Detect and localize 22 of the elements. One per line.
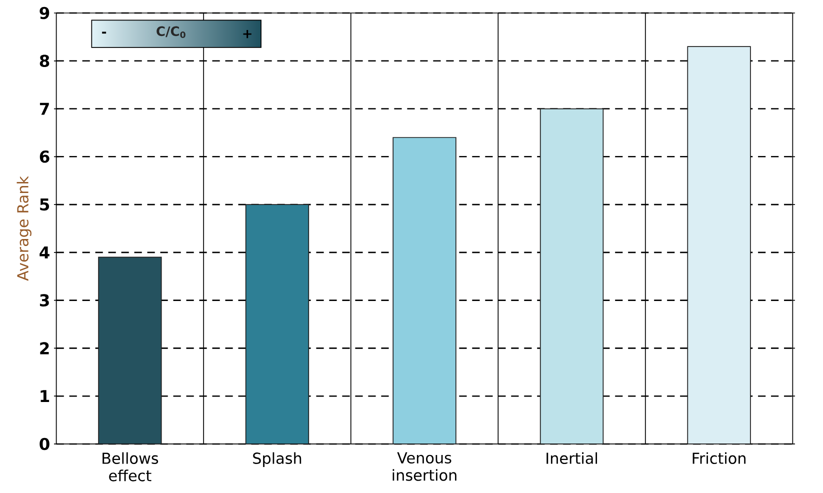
bar [687,46,751,444]
y-tick-label: 1 [40,390,50,402]
bar [392,137,456,444]
y-tick-label: 7 [40,102,49,115]
y-axis-title: Average Rank [16,176,32,281]
y-tick-label: 6 [40,150,50,163]
y-tick-label: 8 [40,54,50,68]
x-tick-label: Friction [692,452,746,464]
y-tick-label: 0 [40,438,50,450]
x-tick-label: Splash [253,452,302,468]
x-tick-label: Venous insertion [392,452,456,482]
x-tick-label: Bellows effect [102,452,158,482]
x-tick-label: Inertial [546,452,597,464]
annotation: - [102,32,106,34]
y-tick-label: 2 [40,342,49,354]
annotation: + [243,30,252,38]
y-tick-label: 5 [40,198,50,211]
y-tick-label: 4 [40,246,50,258]
y-tick-label: 9 [40,7,50,20]
annotation: C/C$_{0}$ [156,26,186,38]
y-tick-label: 3 [40,294,49,307]
bar [98,256,162,444]
